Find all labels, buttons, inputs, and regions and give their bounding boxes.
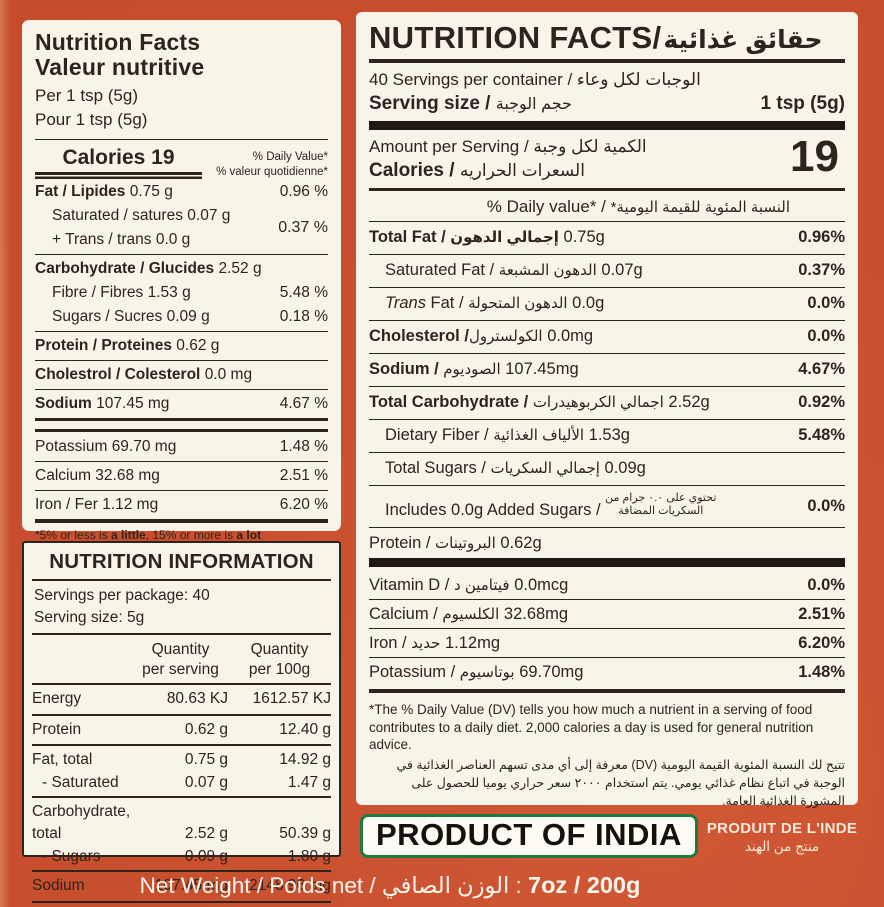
us-row-iron: Iron / حديد 1.12mg 6.20%: [369, 629, 845, 659]
us-title: NUTRITION FACTS/حقائق غذائية: [369, 20, 823, 55]
divider: [35, 388, 328, 390]
us-row-trans-fat: Trans Fat / الدهون المتحولة 0.0g 0.0%: [369, 288, 845, 321]
ni-row-saturated: - Saturated 0.07 g 1.47 g: [42, 773, 331, 791]
ca-row-fibre: Fibre / Fibres 1.53 g 5.48 %: [52, 283, 328, 301]
ca-fat-pct: 0.96 %: [279, 182, 328, 200]
ca-serving-fr: Pour 1 tsp (5g): [35, 110, 148, 130]
us-footnote-ar: تتيح لك النسبة المئوية القيمة اليومية (D…: [396, 757, 845, 809]
nutrition-facts-us-panel: NUTRITION FACTS/حقائق غذائية 40 Servings…: [356, 12, 858, 808]
ni-title: NUTRITION INFORMATION: [32, 547, 331, 581]
us-row-vitamin-d: Vitamin D / فيتامين د 0.0mcg 0.0%: [369, 571, 845, 601]
ni-row-fat: Fat, total 0.75 g 14.92 g: [32, 751, 331, 769]
divider: [32, 870, 331, 873]
thick-bar: [369, 558, 845, 568]
divider: [32, 744, 331, 747]
net-weight-line: Net Weight / Poids net / الوزن الصافي : …: [139, 872, 641, 898]
ca-row-carb: Carbohydrate / Glucides 2.52 g: [35, 259, 262, 277]
us-row-saturated-fat: Saturated Fat / الدهون المشبعة 0.07g 0.3…: [369, 255, 845, 288]
ca-row-iron: Iron / Fer 1.12 mg 6.20 %: [35, 495, 328, 513]
us-serving-size: Serving size / حجم الوجبة 1 tsp (5g): [369, 93, 845, 114]
ca-row-cholesterol: Cholestrol / Colesterol 0.0 mg: [35, 365, 253, 383]
ni-row-sugars: - Sugars 0.09 g 1.80 g: [42, 847, 331, 865]
divider: [35, 460, 328, 462]
us-row-calcium: Calcium / الكلسيوم 32.68mg 2.51%: [369, 600, 845, 630]
divider: [32, 900, 331, 903]
divider: [35, 138, 328, 140]
ni-row-carbohydrate: Carbohydrate, total 2.52 g 50.39 g: [32, 803, 331, 843]
thick-rule: [35, 518, 328, 524]
ca-serving-en: Per 1 tsp (5g): [35, 85, 138, 105]
ca-sat-trans-pct: 0.37 %: [278, 218, 328, 236]
product-of-india-badge: PRODUCT OF INDIA: [360, 814, 698, 858]
us-calories-block: Amount per Serving / الكمية لكل وجبة Cal…: [369, 134, 845, 186]
ca-row-protein: Protein / Proteines 0.62 g: [35, 336, 220, 354]
divider: [35, 489, 328, 491]
ca-row-sat-trans: Saturated / satures 0.07 g + Trans / tra…: [52, 206, 328, 248]
ca-row-calcium: Calcium 32.68 mg 2.51 %: [35, 466, 328, 484]
us-row-total-sugars: Total Sugars / إجمالي السكريات 0.09g: [369, 453, 845, 486]
us-footnote-en: *The % Daily Value (DV) tells you how mu…: [369, 702, 814, 753]
ca-row-potassium: Potassium 69.70 mg 1.48 %: [35, 437, 328, 455]
us-row-total-carbohydrate: Total Carbohydrate / اجمالي الكربوهيدرات…: [369, 387, 845, 420]
net-weight-value: 7oz / 200g: [528, 872, 641, 898]
ni-column-headers: Quantity per serving Quantity per 100g: [32, 635, 331, 686]
ca-title-en: Nutrition Facts: [35, 29, 201, 55]
divider: [35, 253, 328, 255]
ca-row-fat: Fat / Lipides 0.75 g 0.96 %: [35, 180, 328, 204]
divider: [32, 796, 331, 798]
us-row-protein: Protein / البروتينات 0.62g: [369, 534, 542, 553]
us-servings: 40 Servings per container / الوجبات لكل …: [369, 70, 701, 89]
ca-footnote-en: *5% or less is a little, 15% or more is …: [35, 528, 262, 543]
us-row-dietary-fiber: Dietary Fiber / الألياف الغذائية 1.53g 5…: [369, 420, 845, 453]
us-serving-size-value: 1 tsp (5g): [760, 93, 845, 114]
calories-bar: [35, 172, 202, 180]
nutrition-information-panel: NUTRITION INFORMATION Servings per packa…: [22, 541, 341, 903]
double-rule: [35, 417, 328, 432]
us-dv-header: % Daily value* / النسبة المئوية للقيمة ا…: [486, 196, 790, 216]
thick-bar: [369, 121, 845, 130]
divider: [369, 187, 845, 191]
divider: [35, 330, 328, 332]
us-row-sodium: Sodium / الصوديوم 107.45mg 4.67%: [369, 354, 845, 387]
ni-row-energy: Energy 80.63 KJ 1612.57 KJ: [32, 690, 331, 708]
divider: [369, 59, 845, 63]
ca-row-sugars: Sugars / Sucres 0.09 g 0.18 %: [52, 307, 328, 325]
us-row-total-fat: Total Fat / إجمالي الدهون 0.75g 0.96%: [369, 222, 845, 255]
us-row-potassium: Potassium / بوتاسيوم 69.70mg 1.48%: [369, 662, 845, 681]
divider: [32, 713, 331, 716]
divider: [369, 220, 845, 222]
produit-de-linde: PRODUIT DE L'INDE منتج من الهند: [706, 820, 858, 854]
nutrition-facts-ca-panel: Nutrition Facts Valeur nutritive Per 1 t…: [22, 20, 341, 574]
ni-servings: Servings per package: 40 Serving size: 5…: [32, 581, 331, 636]
us-row-cholesterol: Cholesterol /الكولسترول 0.0mg 0.0%: [369, 321, 845, 354]
ca-row-sodium: Sodium 107.45 mg 4.67 %: [35, 394, 328, 412]
divider: [35, 359, 328, 361]
ca-dv-header: % Daily Value* % valeur quotidienne*: [216, 150, 328, 178]
ca-calories: Calories 19: [62, 145, 175, 169]
ca-calories-row: Calories 19 % Daily Value* % valeur quot…: [35, 145, 328, 180]
divider: [369, 689, 845, 694]
ca-title-fr: Valeur nutritive: [35, 54, 205, 81]
ni-row-sodium: Sodium 107.45 mg 2148.96 mg: [32, 877, 331, 895]
us-calories-value: 19: [790, 132, 839, 181]
us-row-added-sugars: Includes 0.0g Added Sugars / تحتوي على ٠…: [369, 486, 845, 528]
ni-row-protein: Protein 0.62 g 12.40 g: [32, 720, 331, 738]
